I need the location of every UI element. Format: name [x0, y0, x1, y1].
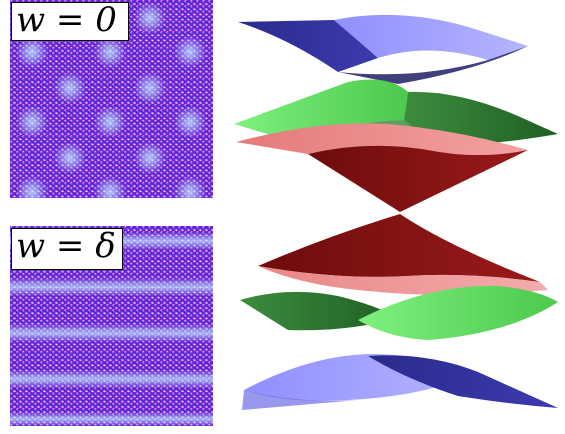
band-green-lower — [240, 285, 558, 340]
band-red-upper — [236, 123, 528, 212]
band-structure-plot — [234, 14, 558, 410]
band-red-lower — [258, 214, 548, 295]
panel-label-w0-text: w = 0 — [16, 0, 117, 40]
band-blue-upper — [238, 14, 528, 84]
panel-label-wdelta: w = δ — [11, 228, 123, 270]
panel-label-w0: w = 0 — [11, 2, 129, 41]
band-blue-lower — [242, 354, 558, 410]
panel-label-wdelta-text: w = δ — [16, 226, 116, 266]
